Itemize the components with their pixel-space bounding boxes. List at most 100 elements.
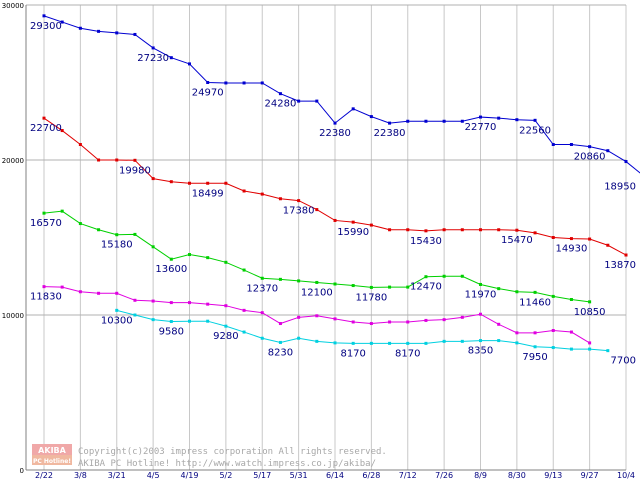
series-red-point <box>461 228 464 231</box>
series-green-point <box>61 210 64 213</box>
series-blue-point <box>297 100 300 103</box>
series-blue-point <box>261 81 264 84</box>
series-red-point <box>588 238 591 241</box>
series-green-point <box>297 279 300 282</box>
series-green-point <box>588 300 591 303</box>
series-red-point <box>334 219 337 222</box>
x-tick-label: 4/19 <box>181 471 199 480</box>
series-green-point <box>370 286 373 289</box>
series-green-point <box>224 261 227 264</box>
series-blue-point <box>115 31 118 34</box>
series-blue-point <box>479 116 482 119</box>
data-label: 13870 <box>604 260 636 271</box>
series-blue-point <box>315 100 318 103</box>
series-cyan-point <box>261 337 264 340</box>
series-magenta-point <box>79 290 82 293</box>
series-magenta-point <box>388 320 391 323</box>
x-tick-label: 7/26 <box>435 471 453 480</box>
series-green-point <box>279 278 282 281</box>
series-magenta-point <box>534 331 537 334</box>
series-blue-point <box>406 120 409 123</box>
series-red-point <box>497 228 500 231</box>
series-blue-point <box>588 145 591 148</box>
series-cyan-point <box>170 320 173 323</box>
series-cyan-point <box>115 309 118 312</box>
series-blue-point <box>152 46 155 49</box>
series-blue-point <box>97 30 100 33</box>
data-label: 14930 <box>556 244 588 255</box>
series-cyan-point <box>206 320 209 323</box>
series-red-point <box>388 228 391 231</box>
series-blue-point <box>206 81 209 84</box>
x-tick-label: 7/12 <box>399 471 417 480</box>
series-magenta-point <box>406 320 409 323</box>
series-magenta-point <box>152 300 155 303</box>
series-red-point <box>370 224 373 227</box>
series-green-point <box>133 233 136 236</box>
x-tick-label: 8/9 <box>474 471 487 480</box>
series-red-point <box>443 228 446 231</box>
series-magenta-point <box>133 299 136 302</box>
data-label: 12100 <box>301 287 333 298</box>
series-blue-point <box>570 143 573 146</box>
data-label: 13600 <box>155 264 187 275</box>
series-green-point <box>79 222 82 225</box>
series-blue-point <box>625 160 628 163</box>
series-red-point <box>352 221 355 224</box>
series-red-point <box>552 236 555 239</box>
series-cyan-point <box>461 340 464 343</box>
x-tick-label: 3/8 <box>74 471 87 480</box>
data-label: 15470 <box>501 235 533 246</box>
pc-hotline-badge-text: PC Hotline! <box>33 458 71 465</box>
x-tick-label: 6/14 <box>326 471 344 480</box>
x-tick-label: 3/21 <box>108 471 126 480</box>
data-label: 7700 <box>611 356 636 367</box>
series-green-point <box>261 277 264 280</box>
series-blue-point <box>224 81 227 84</box>
series-blue-point <box>534 119 537 122</box>
series-blue-point <box>279 92 282 95</box>
data-label: 9580 <box>159 327 184 338</box>
series-blue-point <box>424 120 427 123</box>
series-green-point <box>352 284 355 287</box>
series-blue-point <box>352 107 355 110</box>
series-magenta-point <box>279 322 282 325</box>
series-magenta-point <box>370 322 373 325</box>
data-label: 19980 <box>119 165 151 176</box>
series-magenta-point <box>315 314 318 317</box>
data-label: 22770 <box>465 122 497 133</box>
series-green-point <box>43 212 46 215</box>
copyright-watermark: AKIBA PC Hotline! Copyright(c)2003 impre… <box>32 444 387 469</box>
series-green-point <box>424 275 427 278</box>
data-label: 22380 <box>374 128 406 139</box>
series-green-point <box>388 286 391 289</box>
series-red-point <box>424 229 427 232</box>
data-label: 15990 <box>337 227 369 238</box>
series-green-point <box>206 256 209 259</box>
data-label: 20860 <box>574 152 606 163</box>
series-red-point <box>206 182 209 185</box>
series-magenta-point <box>61 286 64 289</box>
series-magenta-point <box>352 320 355 323</box>
x-tick-label: 9/13 <box>544 471 562 480</box>
series-blue-point <box>43 14 46 17</box>
series-red-point <box>406 228 409 231</box>
series-red-point <box>43 117 46 120</box>
data-label: 12470 <box>410 282 442 293</box>
series-green-point <box>115 233 118 236</box>
series-cyan-point <box>152 318 155 321</box>
series-cyan-point <box>224 325 227 328</box>
data-label: 15180 <box>101 240 133 251</box>
data-label: 8170 <box>340 348 365 359</box>
series-red-point <box>297 199 300 202</box>
x-tick-label: 5/31 <box>290 471 308 480</box>
series-red-point <box>243 190 246 193</box>
data-label: 22380 <box>319 128 351 139</box>
series-red-point <box>606 244 609 247</box>
series-green-point <box>552 295 555 298</box>
series-magenta-point <box>443 318 446 321</box>
series-green-point <box>188 253 191 256</box>
series-magenta-point <box>424 319 427 322</box>
